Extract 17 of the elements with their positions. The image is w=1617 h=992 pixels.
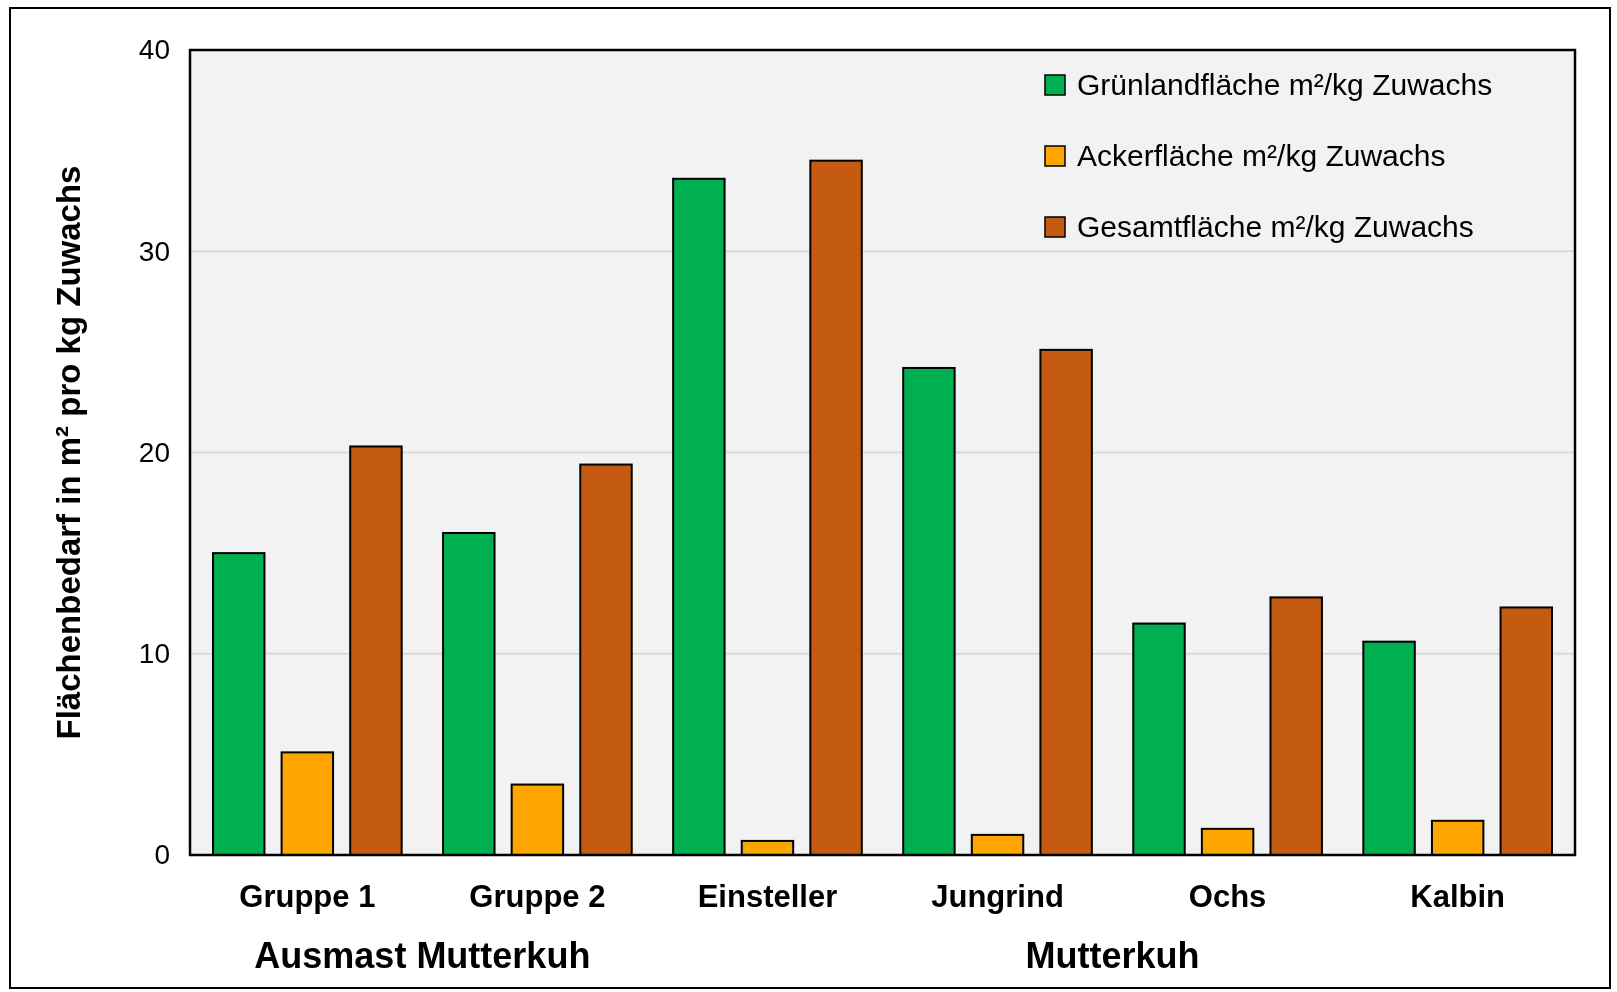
y-axis-title: Flächenbedarf in m² pro kg Zuwachs xyxy=(50,165,87,740)
legend-label: Grünlandfläche m²/kg Zuwachs xyxy=(1077,68,1493,101)
x-tick-label: Jungrind xyxy=(931,879,1064,915)
legend-label: Ackerfläche m²/kg Zuwachs xyxy=(1077,139,1446,172)
text: Ausmast Mutterkuh xyxy=(254,935,591,976)
y-tick-label: 40 xyxy=(138,34,170,66)
text: Mutterkuh xyxy=(1025,935,1200,976)
y-tick-label: 10 xyxy=(138,638,170,670)
y-tick-label: 0 xyxy=(154,839,170,871)
y-tick-label: 30 xyxy=(138,235,170,267)
x-tick-label: Gruppe 2 xyxy=(469,879,606,915)
x-tick-label: Ochs xyxy=(1188,879,1267,915)
y-tick-label: 20 xyxy=(138,436,170,468)
x-tick-label: Gruppe 1 xyxy=(239,879,376,915)
x-tick-label: Kalbin xyxy=(1410,879,1506,915)
x-tick-label: Einsteller xyxy=(697,879,838,915)
legend-label: Gesamtfläche m²/kg Zuwachs xyxy=(1077,210,1474,243)
